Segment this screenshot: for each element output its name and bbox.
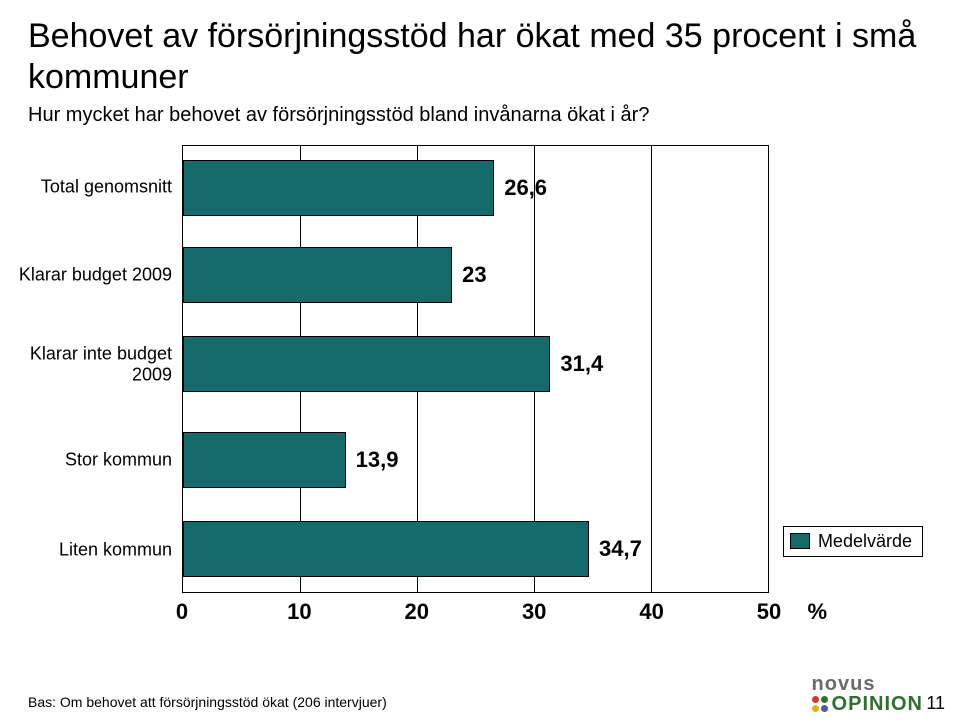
bar-value-label: 31,4	[560, 351, 603, 377]
x-tick-label: 20	[405, 599, 429, 625]
legend-label: Medelvärde	[818, 531, 912, 552]
bar-value-label: 34,7	[599, 536, 642, 562]
page-subtitle: Hur mycket har behovet av försörjningsst…	[28, 104, 929, 127]
logo-top-text: novus	[812, 674, 923, 694]
category-label: Klarar budget 2009	[2, 264, 182, 285]
bar	[183, 432, 346, 488]
bar	[183, 336, 550, 392]
x-tick-label: 0	[176, 599, 188, 625]
category-label: Total genomsnitt	[2, 177, 182, 198]
page-number: 11	[926, 693, 945, 714]
bar-row: 13,9	[183, 432, 768, 488]
chart: 26,62331,413,934,7 % Medelvärde 01020304…	[182, 145, 769, 593]
bar-row: 26,6	[183, 160, 768, 216]
page-title: Behovet av försörjningsstöd har ökat med…	[28, 16, 929, 98]
footnote: Bas: Om behovet att försörjningsstöd öka…	[28, 694, 387, 710]
bar-row: 31,4	[183, 336, 768, 392]
x-axis-unit: %	[807, 599, 827, 625]
legend-swatch	[790, 533, 810, 549]
bar	[183, 521, 589, 577]
x-tick-label: 30	[522, 599, 546, 625]
bar-value-label: 23	[462, 262, 486, 288]
x-tick-label: 10	[287, 599, 311, 625]
category-label: Liten kommun	[2, 540, 182, 561]
category-label: Klarar inte budget 2009	[2, 343, 182, 384]
bar-value-label: 26,6	[504, 175, 547, 201]
bar-row: 34,7	[183, 521, 768, 577]
x-tick-label: 50	[757, 599, 781, 625]
logo-dot	[812, 696, 819, 703]
chart-plot-area: 26,6 23 31,4 13,9 34,7	[182, 145, 769, 593]
x-tick-label: 40	[639, 599, 663, 625]
logo-dots	[812, 696, 828, 712]
logo-bottom-text: OPINION	[832, 694, 923, 714]
chart-legend: Medelvärde	[783, 526, 923, 557]
logo-dot	[821, 696, 828, 703]
brand-logo: novus OPINION	[812, 674, 923, 714]
bar	[183, 247, 452, 303]
logo-bottom-row: OPINION	[812, 694, 923, 714]
bar	[183, 160, 494, 216]
bar-value-label: 13,9	[356, 447, 399, 473]
logo-dot	[812, 705, 819, 712]
logo-dot	[821, 705, 828, 712]
bar-row: 23	[183, 247, 768, 303]
category-label: Stor kommun	[2, 450, 182, 471]
